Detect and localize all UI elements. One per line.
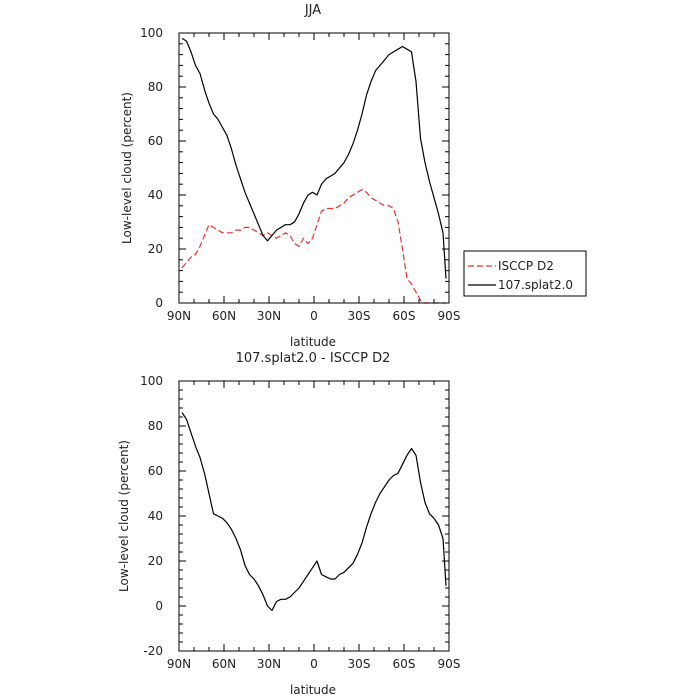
plot-frame-top bbox=[178, 32, 450, 304]
legend-label-splat: 107.splat2.0 bbox=[498, 278, 573, 292]
panel-top: JJA 90N 60N 30N 0 30S 60S 90S 0 20 40 60 80 100 lati… bbox=[120, 3, 587, 349]
y-tick-label: 0 bbox=[155, 599, 163, 613]
panel-bottom: 107.splat2.0 - ISCCP D2 90N 60N 30N 0 30S 60S… bbox=[117, 351, 460, 697]
x-tick-label: 60N bbox=[212, 309, 236, 323]
x-tick-label: 60S bbox=[393, 657, 416, 671]
legend-label-isccp: ISCCP D2 bbox=[498, 259, 554, 273]
x-tick-label: 0 bbox=[310, 657, 318, 671]
legend: ISCCP D2 107.splat2.0 bbox=[463, 250, 587, 297]
x-tick-label: 90N bbox=[167, 657, 191, 671]
x-tick-label: 90S bbox=[438, 309, 461, 323]
y-tick-label: 40 bbox=[148, 188, 163, 202]
series-line-isccp-d2-top bbox=[181, 189, 446, 304]
x-tick-label: 30S bbox=[348, 309, 371, 323]
x-tick-label: 30N bbox=[257, 657, 281, 671]
x-tick-label: 90N bbox=[167, 309, 191, 323]
x-axis-title-top: latitude bbox=[290, 335, 336, 349]
series-line-107-splat2-0-top bbox=[181, 37, 447, 279]
plot-frame-bottom bbox=[178, 380, 450, 652]
x-tick-label: 90S bbox=[438, 657, 461, 671]
x-tick-label: 30S bbox=[348, 657, 371, 671]
legend-box bbox=[463, 250, 587, 297]
y-tick-label: -20 bbox=[143, 644, 163, 658]
y-tick-label: 60 bbox=[148, 134, 163, 148]
y-tick-label: 80 bbox=[148, 419, 163, 433]
y-tick-label: 80 bbox=[148, 80, 163, 94]
plot-lines-top bbox=[181, 37, 447, 304]
y-tick-label: 60 bbox=[148, 464, 163, 478]
y-tick-label: 100 bbox=[140, 26, 163, 40]
series-line-difference-bottom bbox=[181, 412, 447, 612]
y-axis-title-top: Low-level cloud (percent) bbox=[120, 92, 134, 244]
plot-lines-bottom bbox=[181, 412, 447, 612]
chart-title-top: JJA bbox=[304, 3, 321, 18]
chart-title-bottom: 107.splat2.0 - ISCCP D2 bbox=[236, 351, 391, 366]
x-tick-label: 60S bbox=[393, 309, 416, 323]
y-tick-label: 40 bbox=[148, 509, 163, 523]
plot-ticks-top: 90N 60N 30N 0 30S 60S 90S 0 20 40 60 80 100 bbox=[140, 26, 460, 323]
x-axis-title-bottom: latitude bbox=[290, 683, 336, 697]
y-tick-label: 0 bbox=[155, 296, 163, 310]
y-tick-label: 100 bbox=[140, 374, 163, 388]
y-axis-title-bottom: Low-level cloud (percent) bbox=[117, 440, 131, 592]
y-tick-label: 20 bbox=[148, 554, 163, 568]
x-tick-label: 30N bbox=[257, 309, 281, 323]
x-tick-label: 60N bbox=[212, 657, 236, 671]
plot-ticks-bottom: 90N 60N 30N 0 30S 60S 90S -20 0 20 40 60 80 100 bbox=[140, 374, 460, 671]
y-tick-label: 20 bbox=[148, 242, 163, 256]
x-tick-label: 0 bbox=[310, 309, 318, 323]
